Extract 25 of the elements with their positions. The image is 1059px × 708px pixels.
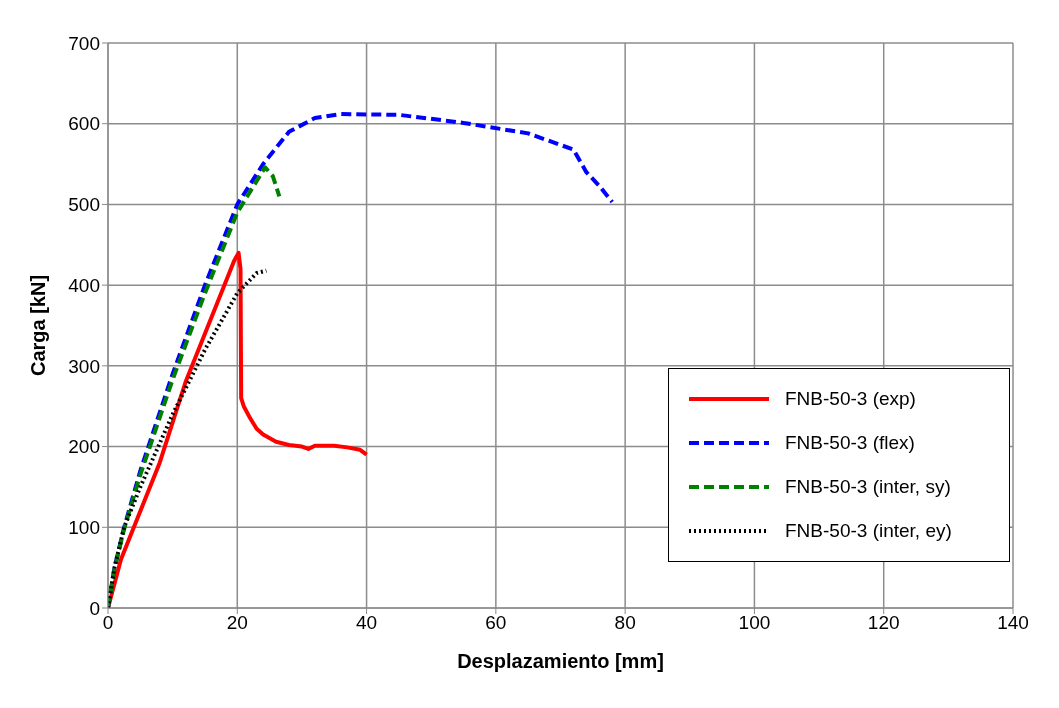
y-tick-label: 200 — [68, 436, 100, 458]
x-axis-title: Desplazamiento [mm] — [457, 650, 664, 672]
y-tick-label: 500 — [68, 194, 100, 216]
x-tick-label: 60 — [485, 612, 507, 634]
x-tick-label: 40 — [356, 612, 378, 634]
y-tick-label: 700 — [68, 32, 100, 54]
y-tick-label: 0 — [89, 597, 100, 619]
line-series — [108, 165, 282, 608]
x-tick-label: 0 — [102, 612, 114, 634]
legend-label: FNB-50-3 (inter, sy) — [785, 476, 951, 498]
legend-label: FNB-50-3 (flex) — [785, 432, 915, 454]
x-tick-label: 120 — [867, 612, 900, 634]
y-axis-title: Carga [kN] — [27, 274, 50, 377]
line-series — [108, 250, 369, 608]
y-tick-label: 100 — [68, 517, 100, 539]
x-tick-label: 140 — [997, 612, 1029, 634]
y-tick-label: 300 — [68, 355, 100, 377]
legend-label: FNB-50-3 (exp) — [785, 388, 916, 410]
legend-label: FNB-50-3 (inter, ey) — [785, 520, 952, 542]
x-tick-label: 80 — [614, 612, 636, 634]
line-series — [108, 268, 269, 608]
x-tick-label: 20 — [226, 612, 248, 634]
x-tick-label: 100 — [738, 612, 771, 634]
y-tick-label: 600 — [68, 113, 100, 135]
y-tick-label: 400 — [68, 274, 100, 296]
